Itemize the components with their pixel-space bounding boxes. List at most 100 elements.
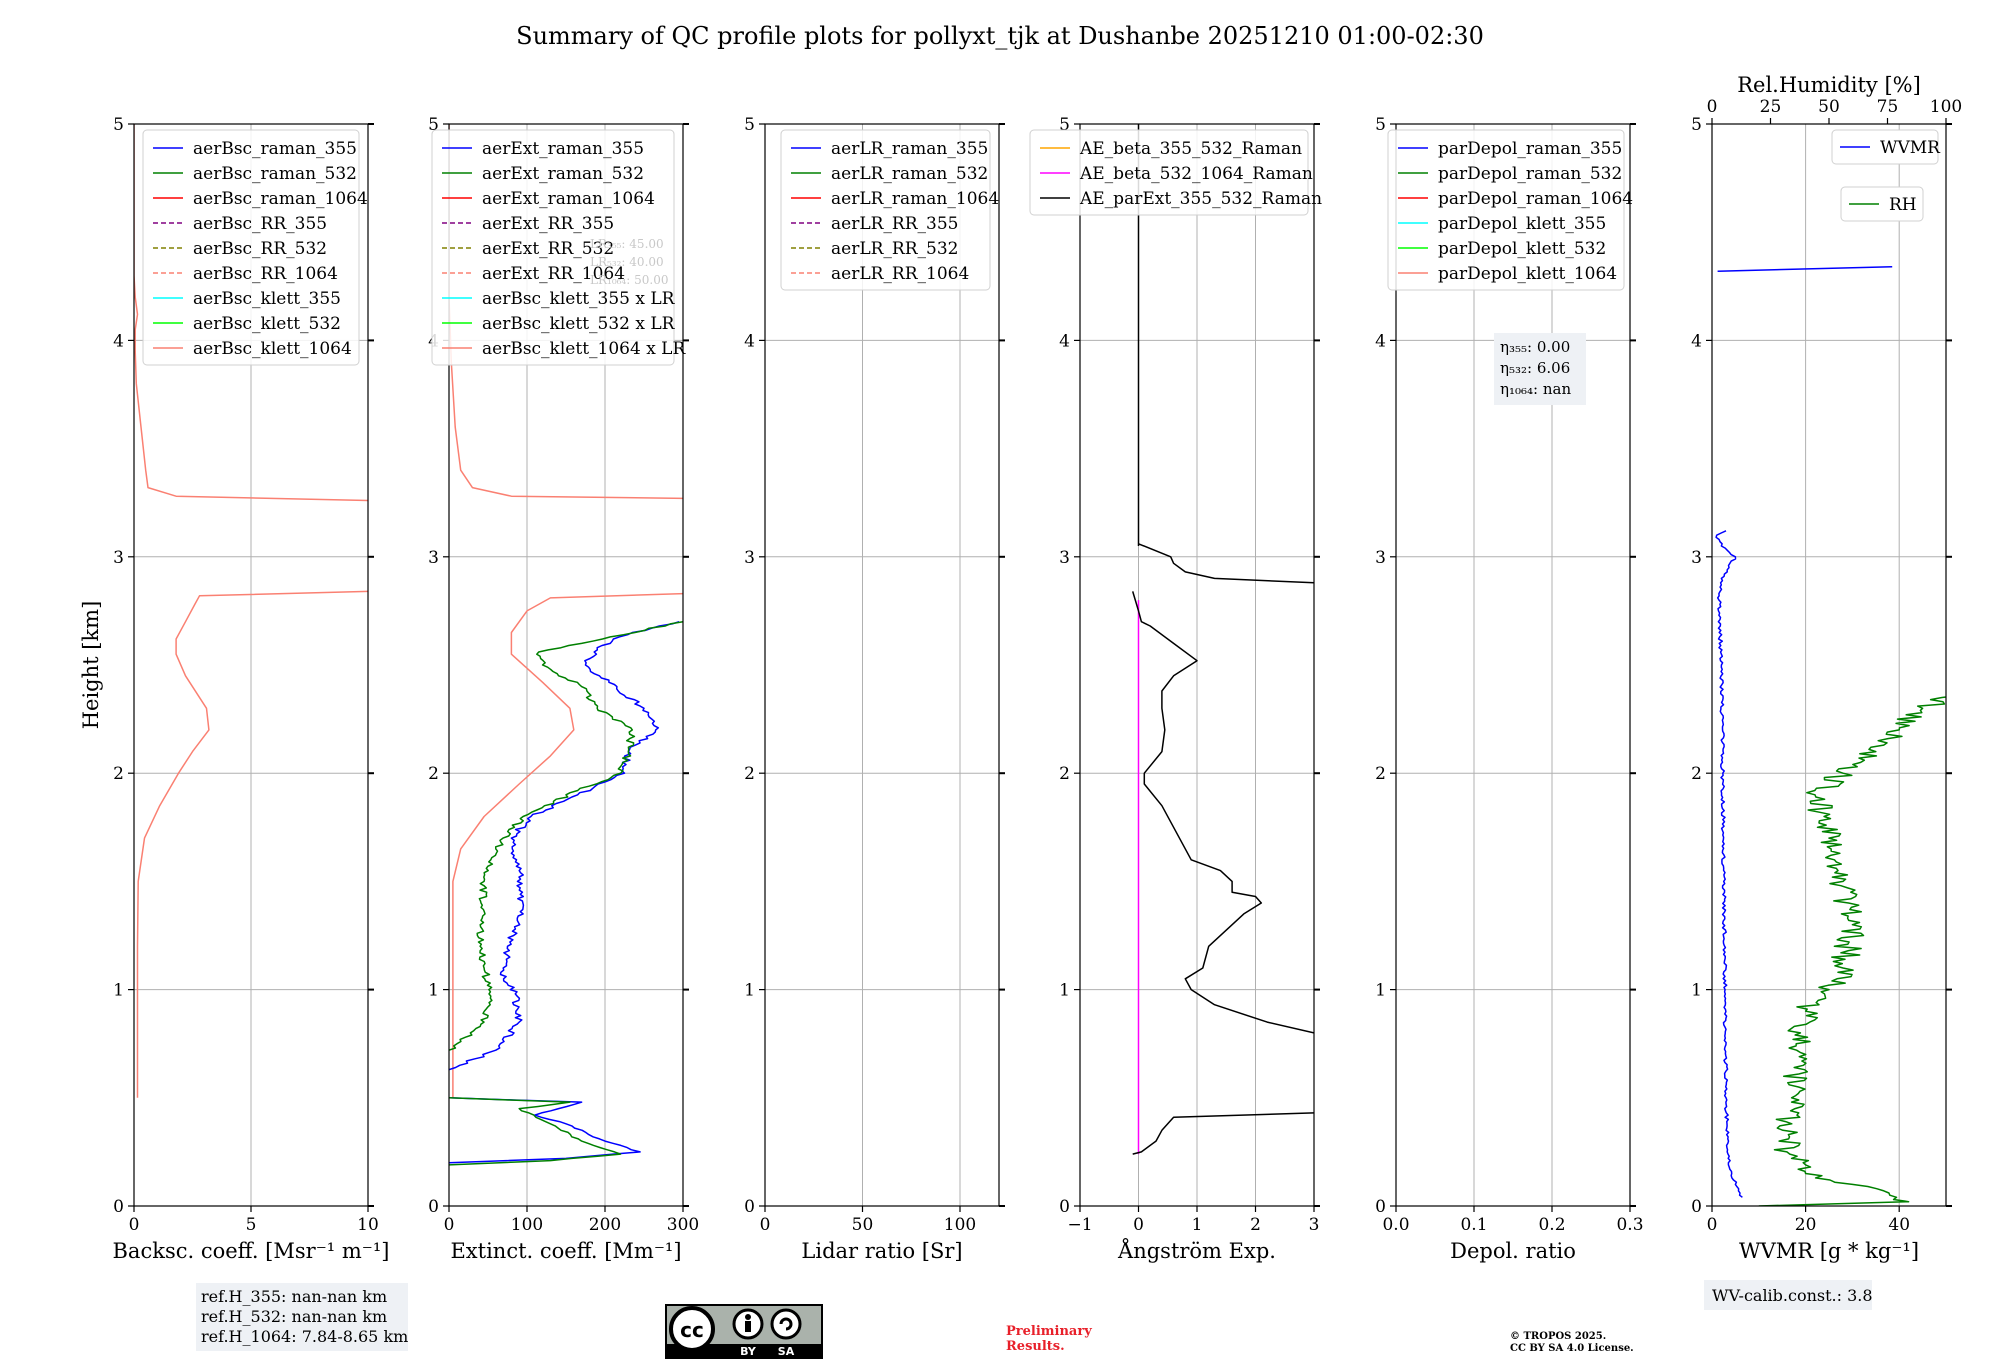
panel-backscatter: 0 5 10 0 1 2 3 4 5 Backsc. coeff. [Msr⁻¹ m⁻¹] Heig… [79,115,389,1263]
legend-label: aerLR_raman_532 [831,164,988,184]
legend-label: aerBsc_klett_532 x LR [482,314,676,334]
lr-note-355: LR₃₅₅: 45.00 [590,237,664,251]
legend-box [431,129,675,366]
x-tick-label: 5 [246,1215,257,1235]
legend-label: aerBsc_raman_355 [193,139,357,159]
legend-label: parDepol_raman_1064 [1438,189,1633,209]
top-x-axis-label: Rel.Humidity [%] [1737,73,1921,97]
series-line-aerbsc-klett-1064-x-lr [452,592,683,1098]
axes-frame [1711,123,1947,1207]
top-x-tick-label: 0 [1707,97,1718,117]
legend-label: aerBsc_raman_532 [193,164,357,184]
series-line-rh [1758,696,1946,1206]
series-line-aerext-raman-355-upper [449,620,680,1071]
x-axis-label: Extinct. coeff. [Mm⁻¹] [450,1239,681,1263]
y-tick-label: 2 [744,764,755,784]
series-group [449,124,683,1166]
y-tick-label: 0 [428,1197,439,1217]
eta-532: η₅₃₂: 6.06 [1500,359,1570,377]
legend-label: aerBsc_RR_355 [193,214,327,234]
wv-calib-box: WV-calib.const.: 3.8 [1704,1280,1873,1310]
legend-label: AE_parExt_355_532_Raman [1079,189,1322,209]
x-axis-label: Depol. ratio [1450,1239,1576,1263]
y-tick-label: 4 [1059,331,1070,351]
series-line-aerext-raman-532-upper [449,620,683,1051]
cc-by-sa-badge: cc BY SA [665,1304,823,1359]
series-group [134,124,368,1098]
legend-label: parDepol_raman_532 [1438,164,1622,184]
x-tick-label: 2 [1250,1215,1261,1235]
y-tick-label: 5 [113,115,124,135]
x-tick-label: −1 [1067,1215,1092,1235]
legend-box [780,129,991,291]
y-tick-label: 0 [113,1197,124,1217]
legend-box [1840,186,1924,222]
legend-label: parDepol_klett_532 [1438,239,1606,259]
panel-wvmr: 0 20 40 0 1 2 3 4 5 WVMR [g * kg⁻¹] 0 25 50 75 100 Rel.… [1691,73,1962,1263]
legend-box [142,129,360,366]
by-text: BY [740,1345,757,1358]
preliminary-line-2: Results. [1006,1339,1065,1354]
x-tick-label: 0 [129,1215,140,1235]
y-tick-label: 5 [428,115,439,135]
legend-label: aerExt_RR_1064 [482,264,625,284]
cc-icon [669,1306,715,1352]
legend-label: AE_beta_532_1064_Raman [1079,164,1313,184]
legend-label: aerLR_raman_1064 [831,189,999,209]
legend-label: aerExt_RR_532 [482,239,614,259]
y-tick-label: 0 [1691,1197,1702,1217]
x-axis-label: Lidar ratio [Sr] [801,1239,962,1263]
legend-label: aerBsc_RR_1064 [193,264,338,284]
x-tick-label: 0 [760,1215,771,1235]
x-tick-label: 0.1 [1460,1215,1487,1235]
y-tick-label: 4 [113,331,124,351]
x-tick-label: 1 [1192,1215,1203,1235]
legend-label: aerExt_raman_1064 [482,189,655,209]
x-tick-label: 0.0 [1382,1215,1409,1235]
legend-box [1387,129,1625,291]
y-tick-label: 1 [113,981,124,1001]
sa-text: SA [778,1345,795,1358]
panel-lidar-ratio: 0 50 100 0 1 2 3 4 5 Lidar ratio [Sr] aerLR_raman_… [744,115,1005,1263]
legend-label: aerLR_raman_355 [831,139,988,159]
preliminary-line-1: Preliminary [1006,1324,1092,1339]
ref-height-box: ref.H_355: nan-nan km ref.H_532: nan-nan… [196,1283,408,1351]
y-tick-label: 5 [1375,115,1386,135]
x-axis-label: Ångström Exp. [1117,1238,1276,1263]
series-group [1131,124,1314,1155]
x-tick-label: 300 [667,1215,699,1235]
x-tick-label: 0.2 [1538,1215,1565,1235]
y-tick-label: 0 [1059,1197,1070,1217]
legend-label: aerLR_RR_1064 [831,264,969,284]
series-line-aerext-raman-532-lower [449,1097,622,1166]
y-tick-label: 3 [1691,548,1702,568]
series-line-wvmr-upper [1717,266,1893,272]
y-tick-label: 2 [1375,764,1386,784]
y-tick-label: 0 [744,1197,755,1217]
legend-label: aerExt_raman_532 [482,164,644,184]
y-tick-label: 0 [1375,1197,1386,1217]
legend-label: aerBsc_klett_1064 x LR [482,339,686,359]
x-axis-label: Backsc. coeff. [Msr⁻¹ m⁻¹] [113,1239,390,1263]
legend-label: parDepol_raman_355 [1438,139,1622,159]
axes-frame [1395,123,1631,1207]
series-line-ae-parext-high [1138,543,1314,584]
x-tick-label: 0 [444,1215,455,1235]
top-x-tick-label: 100 [1930,97,1962,117]
x-tick-label: 0 [1133,1215,1144,1235]
legend-box [1029,129,1309,216]
eta-box: η₃₅₅: 0.00 η₅₃₂: 6.06 η₁₀₆₄: nan [1494,333,1586,405]
y-tick-label: 5 [744,115,755,135]
x-tick-label: 200 [589,1215,621,1235]
y-tick-label: 2 [428,764,439,784]
legend-label: aerBsc_klett_355 x LR [482,289,676,309]
top-x-tick-label: 25 [1760,97,1782,117]
legend-label: RH [1889,195,1917,215]
y-axis-label: Height [km] [79,601,103,730]
y-tick-label: 3 [1059,548,1070,568]
sa-share-icon [770,1308,802,1340]
y-tick-label: 5 [1691,115,1702,135]
legend-label: parDepol_klett_1064 [1438,264,1617,284]
